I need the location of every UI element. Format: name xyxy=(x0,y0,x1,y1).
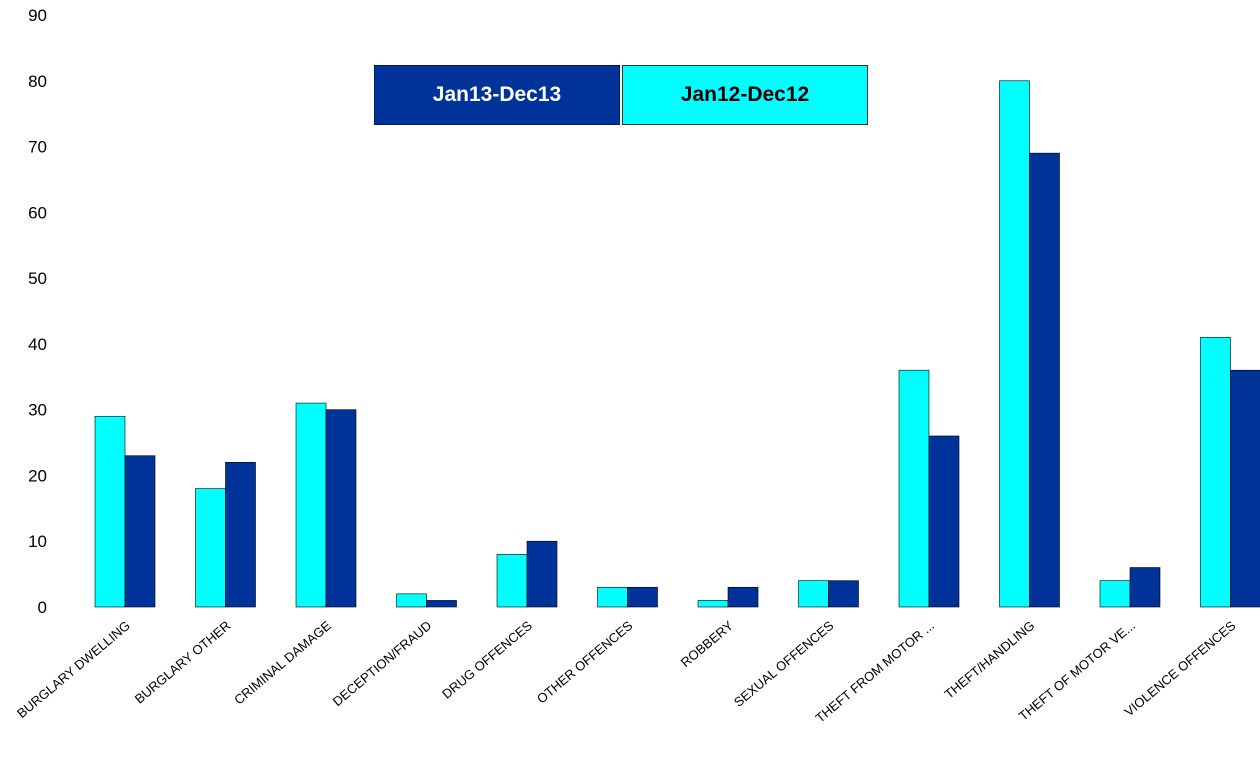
y-tick-label: 70 xyxy=(28,138,47,157)
bar-jan12-dec12 xyxy=(295,402,327,608)
y-tick-label: 40 xyxy=(28,335,47,354)
y-tick-label: 10 xyxy=(28,532,47,551)
x-tick-label: DECEPTION/FRAUD xyxy=(330,618,435,709)
x-tick-label: THEFT OF MOTOR VE... xyxy=(1016,618,1138,724)
bar-jan13-dec13 xyxy=(1029,152,1060,608)
bar-jan12-dec12 xyxy=(94,415,126,608)
bar-jan12-dec12 xyxy=(999,80,1030,608)
x-tick-label: DRUG OFFENCES xyxy=(439,618,535,702)
y-tick-label: 90 xyxy=(28,6,47,25)
y-tick-label: 60 xyxy=(28,203,47,222)
x-tick-label: CRIMINAL DAMAGE xyxy=(231,618,334,708)
bar-jan12-dec12 xyxy=(697,600,729,608)
x-tick-label: ROBBERY xyxy=(678,618,736,670)
bar-jan12-dec12 xyxy=(898,369,930,608)
x-tick-label: VIOLENCE OFFENCES xyxy=(1121,618,1238,720)
bar-jan12-dec12 xyxy=(396,593,427,608)
bar-jan13-dec13 xyxy=(928,435,960,608)
bar-jan13-dec13 xyxy=(124,455,156,608)
y-tick-label: 20 xyxy=(28,466,47,485)
y-tick-label: 80 xyxy=(28,72,47,91)
legend-item-jan13-dec13: Jan13-Dec13 xyxy=(374,65,620,125)
bar-jan12-dec12 xyxy=(1200,337,1231,608)
bar-jan13-dec13 xyxy=(426,600,457,608)
y-tick-label: 30 xyxy=(28,401,47,420)
x-tick-label: THEFT FROM MOTOR ... xyxy=(813,618,937,726)
bar-jan13-dec13 xyxy=(1230,369,1260,608)
bar-jan13-dec13 xyxy=(828,580,859,608)
bar-jan13-dec13 xyxy=(627,586,658,608)
y-tick-label: 50 xyxy=(28,269,47,288)
bar-jan12-dec12 xyxy=(1099,580,1131,608)
bar-jan12-dec12 xyxy=(496,554,528,608)
bar-jan12-dec12 xyxy=(798,580,829,608)
bar-jan13-dec13 xyxy=(727,586,759,608)
x-tick-label: BURGLARY OTHER xyxy=(132,618,234,707)
bar-jan13-dec13 xyxy=(325,409,357,608)
x-tick-label: SEXUAL OFFENCES xyxy=(731,618,837,710)
bar-jan12-dec12 xyxy=(597,586,628,608)
legend-item-jan12-dec12: Jan12-Dec12 xyxy=(622,65,868,125)
y-axis-ticks: 0 10 20 30 40 50 60 70 80 90 xyxy=(28,6,47,617)
bar-jan13-dec13 xyxy=(225,461,256,608)
bar-jan13-dec13 xyxy=(526,540,558,608)
bar-jan12-dec12 xyxy=(195,488,226,608)
x-tick-label: BURGLARY DWELLING xyxy=(14,618,133,721)
x-tick-label: THEFT/HANDLING xyxy=(941,618,1037,702)
bars xyxy=(94,80,1260,608)
bar-jan13-dec13 xyxy=(1129,567,1161,608)
x-tick-label: OTHER OFFENCES xyxy=(534,618,636,707)
y-tick-label: 0 xyxy=(38,598,47,617)
